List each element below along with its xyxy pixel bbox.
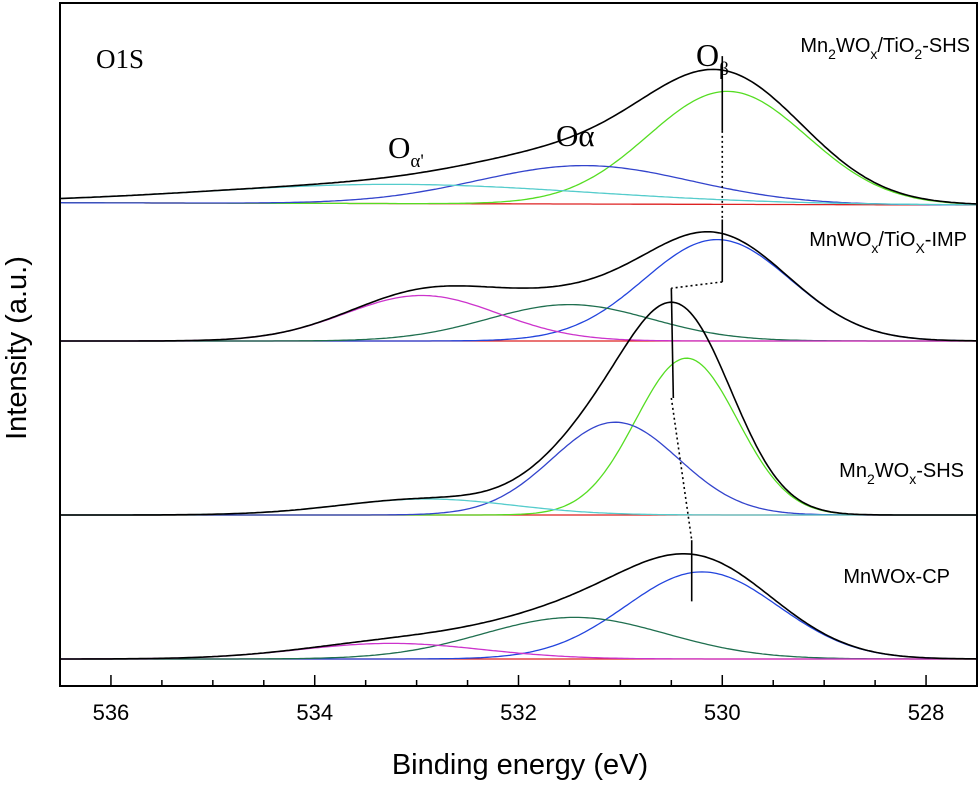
plot-frame (59, 2, 978, 687)
spectrum-label-part: MnWO (809, 229, 871, 251)
component-o-alpha (60, 164, 978, 206)
beta-shift-connector (671, 281, 723, 289)
component-o-beta (60, 238, 977, 342)
spectrum-label-part: -SHS (916, 460, 964, 482)
x-tick-label: 534 (296, 700, 333, 725)
peak-label-o-beta-sub: β (719, 59, 729, 80)
peak-label-o-beta: Oβ (696, 37, 729, 80)
x-tick-label: 536 (93, 700, 130, 725)
spectrum-label-part: /TiO (878, 229, 915, 251)
spectrum-label-part: x (870, 46, 877, 62)
spectrum-panel: MnWOx/TiOX-IMP (60, 219, 977, 342)
spectrum-label-part: Mn (839, 460, 867, 482)
spectrum-label: Mn2WOx/TiO2-SHS (800, 35, 970, 62)
axes: 536 534 532 530 528 (59, 2, 978, 725)
component-o-alpha2 (60, 294, 977, 342)
x-axis-title: Binding energy (eV) (392, 749, 648, 781)
y-axis-title: Intensity (a.u.) (1, 256, 33, 440)
spectrum-label: Mn2WOx-SHS (839, 460, 964, 487)
plot-area: Mn2WOx/TiO2-SHSMnWOx/TiOX-IMPMn2WOx-SHSM… (59, 35, 978, 660)
spectrum-label-part: WO (836, 35, 870, 57)
spectrum-label-part: 2 (914, 46, 922, 62)
peak-label-o-beta-main: O (696, 37, 719, 73)
spectrum-panel: Mn2WOx/TiO2-SHS (59, 35, 978, 206)
spectrum-label-part: /TiO (877, 35, 914, 57)
spectrum-label-part: -IMP (925, 229, 967, 251)
spectrum-label-part: 2 (828, 46, 836, 62)
component-o-alpha (60, 616, 977, 660)
peak-label-o-alpha: Oα (556, 118, 595, 153)
peak-label-o-alpha2: Oα' (388, 130, 424, 172)
beta-shift-connector (670, 397, 693, 541)
region-label: O1S (96, 44, 144, 74)
spectrum-label-part: Mn (800, 35, 828, 57)
envelope-curve (60, 231, 977, 342)
spectrum-label-part: x (871, 240, 878, 256)
peak-label-o-alpha2-main: O (388, 130, 410, 165)
spectrum-label-part: X (915, 240, 925, 256)
spectrum-label: MnWOx/TiOX-IMP (809, 229, 967, 256)
spectrum-panel: Mn2WOx-SHS (60, 288, 977, 516)
spectrum-label-part: x (909, 471, 916, 487)
x-tick-label: 530 (704, 700, 741, 725)
envelope-curve (60, 553, 978, 660)
component-o-alpha (60, 303, 977, 342)
component-o-beta (60, 90, 978, 205)
labels-layer: Binding energy (eV) Intensity (a.u.) O1S… (1, 37, 729, 781)
x-tick-label: 532 (500, 700, 537, 725)
component-o-beta (60, 571, 978, 660)
component-o-alpha2 (59, 183, 977, 206)
component-o-beta (60, 357, 977, 516)
spectrum-panel: MnWOx-CP (60, 540, 978, 660)
spectrum-label-part: MnWOx-CP (843, 566, 950, 588)
x-tick-label: 528 (908, 700, 945, 725)
spectrum-label: MnWOx-CP (843, 566, 950, 588)
spectrum-label-part: WO (875, 460, 909, 482)
spectrum-label-part: -SHS (922, 35, 970, 57)
peak-label-o-alpha2-sub: α' (410, 151, 423, 172)
beta-marker (670, 288, 675, 398)
envelope-curve (60, 301, 977, 516)
spectrum-label-part: 2 (867, 471, 875, 487)
envelope-curve (59, 68, 978, 205)
